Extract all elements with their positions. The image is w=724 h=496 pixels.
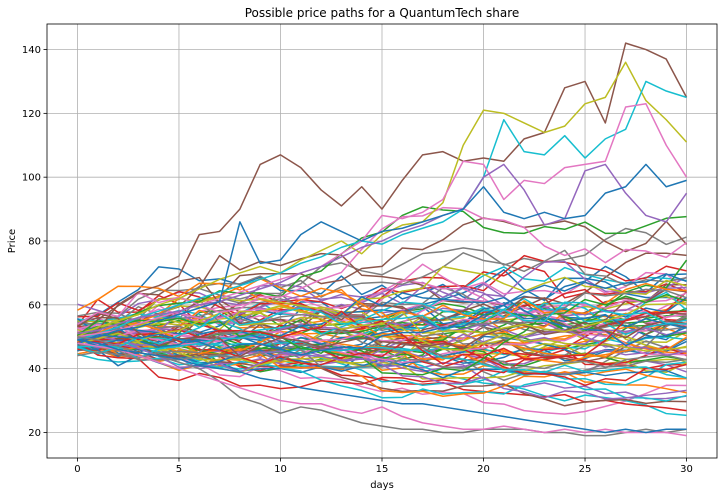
price-path-line (77, 163, 688, 335)
chart-title: Possible price paths for a QuantumTech s… (245, 6, 520, 20)
price-path-line (77, 277, 687, 320)
y-tick-label: 80 (28, 237, 41, 248)
price-path-line (77, 339, 687, 434)
price-path-lines (76, 42, 688, 437)
price-path-line (77, 42, 688, 344)
x-axis-label: days (370, 480, 394, 491)
y-axis-label: Price (7, 229, 18, 253)
price-path-line (77, 252, 687, 347)
price-path-line (77, 163, 687, 341)
price-path-line (77, 347, 687, 394)
price-path-line (77, 206, 687, 326)
x-tick-label: 30 (680, 464, 693, 475)
x-tick-label: 25 (579, 464, 592, 475)
price-path-line (77, 312, 687, 387)
price-path-line (77, 227, 687, 329)
price-path-line (77, 342, 687, 437)
price-path-line (77, 288, 687, 360)
price-path-line (77, 265, 687, 323)
price-path-line (77, 315, 687, 355)
price-path-line (77, 293, 687, 376)
price-path-line (77, 333, 687, 407)
price-path-line (77, 292, 687, 348)
y-tick-label: 140 (22, 45, 41, 56)
price-path-line (77, 80, 687, 341)
price-path-line (77, 335, 687, 437)
price-path-line (77, 302, 687, 345)
price-path-line (77, 305, 687, 352)
y-tick-label: 120 (22, 109, 41, 120)
price-path-line (77, 332, 687, 387)
price-path-line (77, 311, 687, 376)
price-path-line (77, 341, 687, 390)
y-tick-label: 40 (28, 364, 41, 375)
x-tick-label: 0 (74, 464, 80, 475)
y-tick-label: 100 (22, 173, 41, 184)
x-tick-label: 5 (176, 464, 182, 475)
price-path-line (77, 303, 687, 358)
price-path-line (77, 310, 687, 365)
y-tick-label: 60 (28, 300, 41, 311)
x-tick-label: 20 (477, 464, 490, 475)
price-path-line (77, 61, 688, 338)
price-path-line (77, 301, 687, 348)
x-tick-label: 15 (376, 464, 389, 475)
price-path-line (77, 285, 687, 342)
price-path-line (77, 341, 687, 400)
price-path-line (77, 273, 687, 356)
ticks-layer: 0 5 10 15 20 25 30 20 40 60 80 100 120 140 (22, 45, 693, 475)
y-tick-label: 20 (28, 428, 41, 439)
price-path-line (77, 353, 687, 402)
x-tick-label: 10 (274, 464, 287, 475)
price-path-line (77, 334, 687, 379)
